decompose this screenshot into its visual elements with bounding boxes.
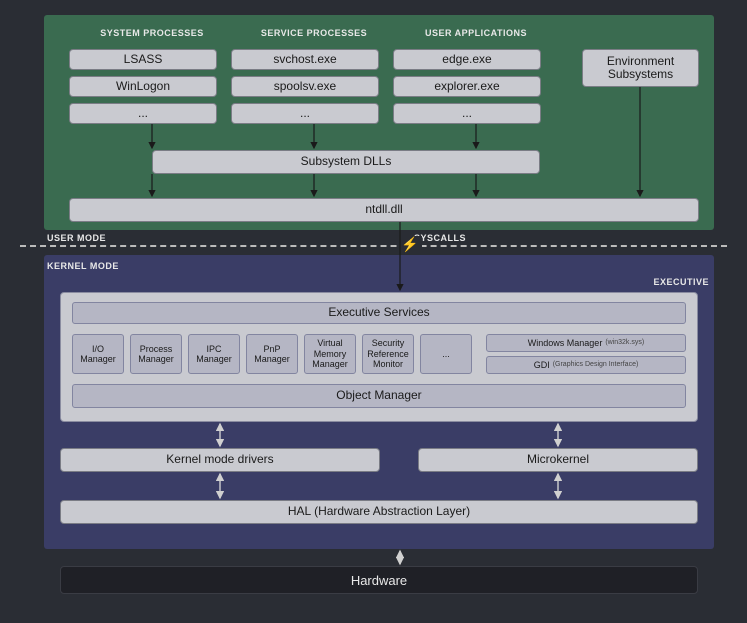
object-manager: Object Manager <box>72 384 686 408</box>
exec-windows-manager: Windows Manager (win32k.sys) <box>486 334 686 352</box>
hardware: Hardware <box>60 566 698 594</box>
exec-gdi-label: GDI <box>534 360 550 370</box>
col-header-user: USER APPLICATIONS <box>412 28 540 38</box>
app-proc-explorer: explorer.exe <box>393 76 541 97</box>
hal: HAL (Hardware Abstraction Layer) <box>60 500 698 524</box>
app-proc-edge: edge.exe <box>393 49 541 70</box>
sys-proc-more: ... <box>69 103 217 124</box>
exec-process-manager: Process Manager <box>130 334 182 374</box>
sys-proc-lsass: LSASS <box>69 49 217 70</box>
subsystem-dlls: Subsystem DLLs <box>152 150 540 174</box>
svc-proc-svchost: svchost.exe <box>231 49 379 70</box>
kernel-mode-label: KERNEL MODE <box>47 261 119 271</box>
exec-ipc-manager: IPC Manager <box>188 334 240 374</box>
microkernel: Microkernel <box>418 448 698 472</box>
env-subsystems: Environment Subsystems <box>582 49 699 87</box>
exec-windows-manager-label: Windows Manager <box>528 338 603 348</box>
exec-gdi-sub: (Graphics Design Interface) <box>553 361 639 369</box>
executive-label: EXECUTIVE <box>653 277 709 287</box>
ntdll: ntdll.dll <box>69 198 699 222</box>
svc-proc-more: ... <box>231 103 379 124</box>
executive-services: Executive Services <box>72 302 686 324</box>
svc-proc-spoolsv: spoolsv.exe <box>231 76 379 97</box>
exec-vm-manager: Virtual Memory Manager <box>304 334 356 374</box>
exec-windows-manager-sub: (win32k.sys) <box>605 339 644 347</box>
exec-gdi: GDI (Graphics Design Interface) <box>486 356 686 374</box>
sys-proc-winlogon: WinLogon <box>69 76 217 97</box>
exec-security-ref: Security Reference Monitor <box>362 334 414 374</box>
app-proc-more: ... <box>393 103 541 124</box>
kernel-mode-drivers: Kernel mode drivers <box>60 448 380 472</box>
exec-pnp-manager: PnP Manager <box>246 334 298 374</box>
mode-divider <box>20 245 727 247</box>
exec-io-manager: I/O Manager <box>72 334 124 374</box>
user-mode-label: USER MODE <box>47 233 106 243</box>
lightning-icon: ⚡ <box>397 236 422 253</box>
exec-more: ... <box>420 334 472 374</box>
col-header-service: SERVICE PROCESSES <box>250 28 378 38</box>
col-header-system: SYSTEM PROCESSES <box>88 28 216 38</box>
